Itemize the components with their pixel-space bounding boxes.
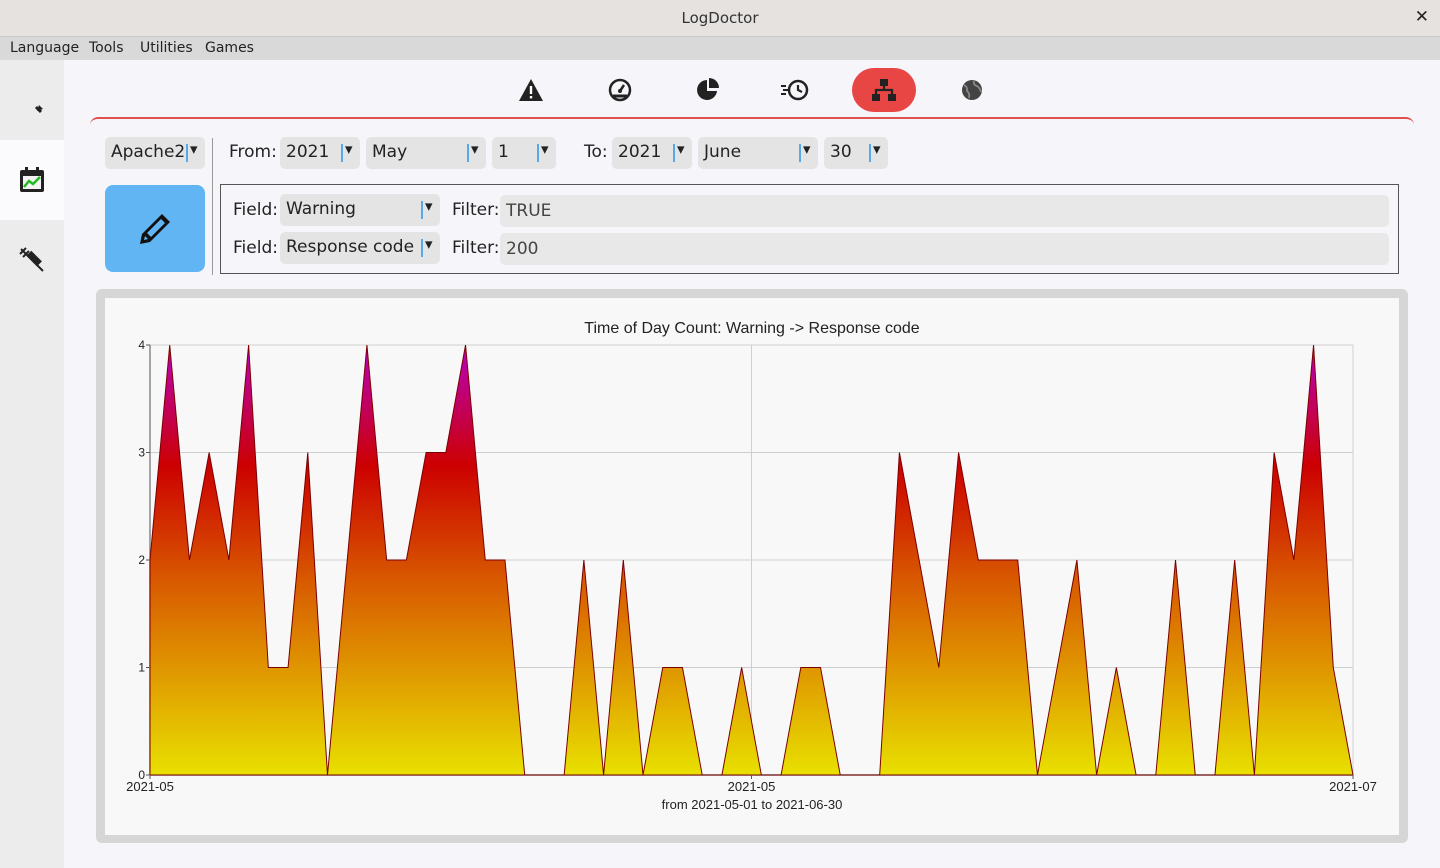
to-day-select[interactable]: 30 <box>824 137 888 169</box>
filter-label-2: Filter: <box>452 238 500 258</box>
sidebar-item-statistics[interactable] <box>0 140 64 220</box>
chevron-down-icon <box>341 140 357 164</box>
to-month-value: June <box>704 142 742 162</box>
menu-bar: Language Tools Utilities Games <box>0 37 1440 60</box>
tab-relational[interactable] <box>852 68 916 112</box>
sidebar-item-debug[interactable] <box>0 220 64 300</box>
pie-chart-icon <box>697 78 719 100</box>
field-value-1: Warning <box>286 199 356 219</box>
field-select-1[interactable]: Warning <box>280 194 440 226</box>
menu-utilities[interactable]: Utilities <box>140 40 193 56</box>
to-year-select[interactable]: 2021 <box>612 137 692 169</box>
field-label-1: Field: <box>233 200 278 220</box>
globe-icon <box>962 80 982 100</box>
syringe-icon <box>19 247 44 272</box>
sidebar <box>0 60 64 868</box>
to-day-value: 30 <box>830 142 852 162</box>
sidebar-item-log-files[interactable] <box>0 60 64 140</box>
y-tick-label: 1 <box>138 661 145 675</box>
webserver-value: Apache2 <box>111 142 186 162</box>
history-clock-icon <box>781 79 809 101</box>
pencil-draw-icon <box>140 213 170 244</box>
to-year-value: 2021 <box>618 142 662 162</box>
tab-speed[interactable] <box>588 68 652 112</box>
field-value-2: Response code <box>286 237 415 257</box>
chevron-down-icon <box>869 140 885 164</box>
x-tick-label: 2021-07 <box>1329 779 1377 794</box>
menu-language[interactable]: Language <box>10 40 80 56</box>
x-tick-label: 2021-05 <box>728 779 776 794</box>
tab-counts[interactable] <box>676 68 740 112</box>
speedometer-icon <box>608 78 632 102</box>
from-day-value: 1 <box>498 142 509 162</box>
x-tick-labels: 2021-05 2021-05 2021-07 <box>126 775 1377 794</box>
tab-daytime[interactable] <box>763 68 827 112</box>
from-label: From: <box>229 142 277 162</box>
warning-icon <box>519 79 543 101</box>
to-label: To: <box>584 142 608 162</box>
chevron-down-icon <box>421 235 437 259</box>
filter-input-2[interactable]: 200 <box>500 233 1389 265</box>
x-tick-label: 2021-05 <box>126 779 174 794</box>
from-month-select[interactable]: May <box>366 137 486 169</box>
chevron-down-icon <box>186 140 202 164</box>
tab-warnings[interactable] <box>499 68 563 112</box>
close-icon[interactable]: ✕ <box>1414 7 1429 27</box>
from-year-select[interactable]: 2021 <box>280 137 360 169</box>
title-bar: LogDoctor ✕ <box>0 0 1440 37</box>
separator <box>212 138 213 275</box>
y-tick-label: 3 <box>138 446 145 460</box>
filter-input-1[interactable]: TRUE <box>500 195 1389 227</box>
field-filter-panel: Field: Warning Filter: TRUE Field: Respo… <box>220 184 1399 274</box>
to-month-select[interactable]: June <box>698 137 818 169</box>
y-tick-label: 4 <box>138 338 145 352</box>
menu-tools[interactable]: Tools <box>89 40 124 56</box>
chevron-down-icon <box>421 197 437 221</box>
field-label-2: Field: <box>233 238 278 258</box>
menu-games[interactable]: Games <box>205 40 254 56</box>
window-title: LogDoctor <box>681 9 759 27</box>
calendar-chart-icon <box>20 167 44 192</box>
tab-underline <box>90 117 1414 125</box>
chevron-down-icon <box>673 140 689 164</box>
from-year-value: 2021 <box>286 142 330 162</box>
y-tick-label: 0 <box>138 768 145 782</box>
time-of-day-chart: Time of Day Count: Warning -> Response c… <box>126 320 1377 812</box>
pencil-icon <box>23 89 43 114</box>
chevron-down-icon <box>537 140 553 164</box>
series-area <box>149 344 1354 776</box>
y-tick-label: 2 <box>138 553 145 567</box>
tab-globals[interactable] <box>940 68 1004 112</box>
chevron-down-icon <box>467 140 483 164</box>
webserver-select[interactable]: Apache2 <box>105 137 205 169</box>
hierarchy-icon <box>872 79 896 101</box>
filter-label-1: Filter: <box>452 200 500 220</box>
field-select-2[interactable]: Response code <box>280 232 440 264</box>
y-tick-labels: 0 1 2 3 4 <box>138 338 150 782</box>
x-axis-label: from 2021-05-01 to 2021-06-30 <box>662 797 843 812</box>
chevron-down-icon <box>799 140 815 164</box>
from-day-select[interactable]: 1 <box>492 137 556 169</box>
draw-chart-button[interactable] <box>105 185 205 272</box>
chart-title: Time of Day Count: Warning -> Response c… <box>584 320 920 337</box>
from-month-value: May <box>372 142 408 162</box>
